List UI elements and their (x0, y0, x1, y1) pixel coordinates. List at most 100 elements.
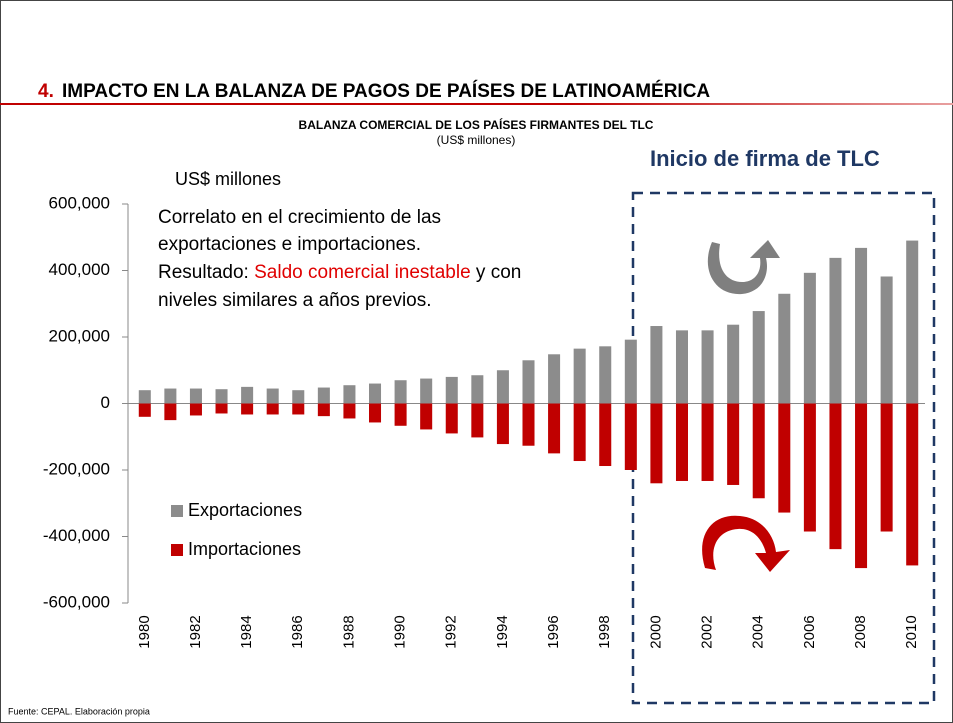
bar (138, 390, 151, 404)
bar (829, 403, 842, 550)
x-tick-label: 2002 (699, 615, 716, 648)
bar (855, 403, 868, 569)
bar (701, 330, 714, 404)
bar (829, 257, 842, 404)
bar (292, 403, 305, 415)
bar (701, 403, 714, 481)
bar (573, 348, 586, 404)
annotation-line: Resultado: Saldo comercial inestable y c… (158, 262, 521, 283)
x-tick-label: 2008 (852, 615, 869, 648)
bar (752, 403, 765, 499)
bar (803, 272, 816, 404)
bar (317, 403, 330, 417)
x-tick-label: 1980 (136, 615, 153, 648)
bar (778, 293, 791, 404)
legend-label: Importaciones (188, 539, 301, 559)
y-tick-label: 600,000 (49, 193, 110, 212)
legend-swatch (171, 544, 183, 556)
x-tick-label: 2004 (750, 615, 767, 648)
annotation-line: Correlato en el crecimiento de las (158, 207, 441, 228)
x-tick-label: 1984 (238, 615, 255, 648)
annotation-highlight: Saldo comercial inestable (254, 262, 471, 283)
bar (522, 403, 535, 446)
bar (394, 403, 407, 426)
bar (215, 403, 228, 414)
x-tick-label: 1982 (187, 615, 204, 648)
bar (855, 247, 868, 404)
y-tick-label: 200,000 (49, 326, 110, 345)
footer: Fuente: CEPAL. Elaboración propia (8, 706, 150, 716)
bar (420, 378, 433, 404)
x-tick-label: 1986 (289, 615, 306, 648)
annotation-line: niveles similares a años previos. (158, 290, 432, 311)
x-tick-label: 1998 (596, 615, 613, 648)
bar (317, 387, 330, 404)
x-tick-label: 2000 (647, 615, 664, 648)
slide-title-number: 4. (38, 81, 54, 102)
bar (394, 380, 407, 404)
annotation-part: y con (471, 262, 522, 283)
bar (420, 403, 433, 430)
annotation-line: exportaciones e importaciones. (158, 234, 421, 255)
bar (471, 375, 484, 404)
bar (548, 403, 561, 454)
bar (752, 311, 765, 404)
bar (548, 354, 561, 404)
bar (522, 360, 535, 404)
bar (471, 403, 484, 438)
bar (906, 403, 919, 566)
bar (573, 403, 586, 462)
annotation-box-title: Inicio de firma de TLC (650, 146, 880, 171)
bar (906, 240, 919, 404)
y-tick-label: -200,000 (43, 459, 110, 478)
bar (292, 390, 305, 404)
chart-title: BALANZA COMERCIAL DE LOS PAÍSES FIRMANTE… (299, 117, 654, 132)
x-tick-label: 1996 (545, 615, 562, 648)
annotation-part: Resultado: (158, 262, 254, 283)
title-rule (0, 103, 953, 105)
bar (496, 370, 509, 404)
up-arrow-icon (707, 240, 780, 295)
bar (624, 403, 637, 470)
y-tick-label: -400,000 (43, 526, 110, 545)
down-arrow-icon (702, 515, 790, 572)
bar (778, 403, 791, 513)
bar (164, 388, 177, 404)
bar (215, 389, 228, 404)
bar (675, 330, 688, 404)
bar (266, 403, 279, 415)
bar (241, 386, 254, 404)
bar (138, 403, 151, 417)
bar (599, 346, 612, 404)
bar (445, 403, 458, 434)
legend-swatch (171, 505, 183, 517)
bar (675, 403, 688, 481)
x-tick-label: 1992 (443, 615, 460, 648)
bar (727, 324, 740, 404)
x-tick-label: 2006 (801, 615, 818, 648)
x-tick-label: 1988 (340, 615, 357, 648)
bar (189, 388, 202, 404)
bar (164, 403, 177, 421)
bar (650, 403, 663, 484)
chart-subtitle: (US$ millones) (437, 133, 516, 147)
bar (266, 388, 279, 404)
bar (624, 339, 637, 404)
x-tick-label: 1994 (494, 615, 511, 648)
bar (880, 276, 893, 404)
bar (599, 403, 612, 467)
bar (650, 326, 663, 404)
bar (445, 376, 458, 404)
y-axis-label: US$ millones (175, 169, 281, 189)
bar (343, 403, 356, 419)
bar (496, 403, 509, 445)
bar (880, 403, 893, 532)
x-tick-label: 1990 (392, 615, 409, 648)
x-tick-label: 2010 (903, 615, 920, 648)
legend-label: Exportaciones (188, 500, 302, 520)
y-tick-label: 400,000 (49, 260, 110, 279)
bar (241, 403, 254, 415)
bar (343, 385, 356, 404)
bar (803, 403, 816, 532)
